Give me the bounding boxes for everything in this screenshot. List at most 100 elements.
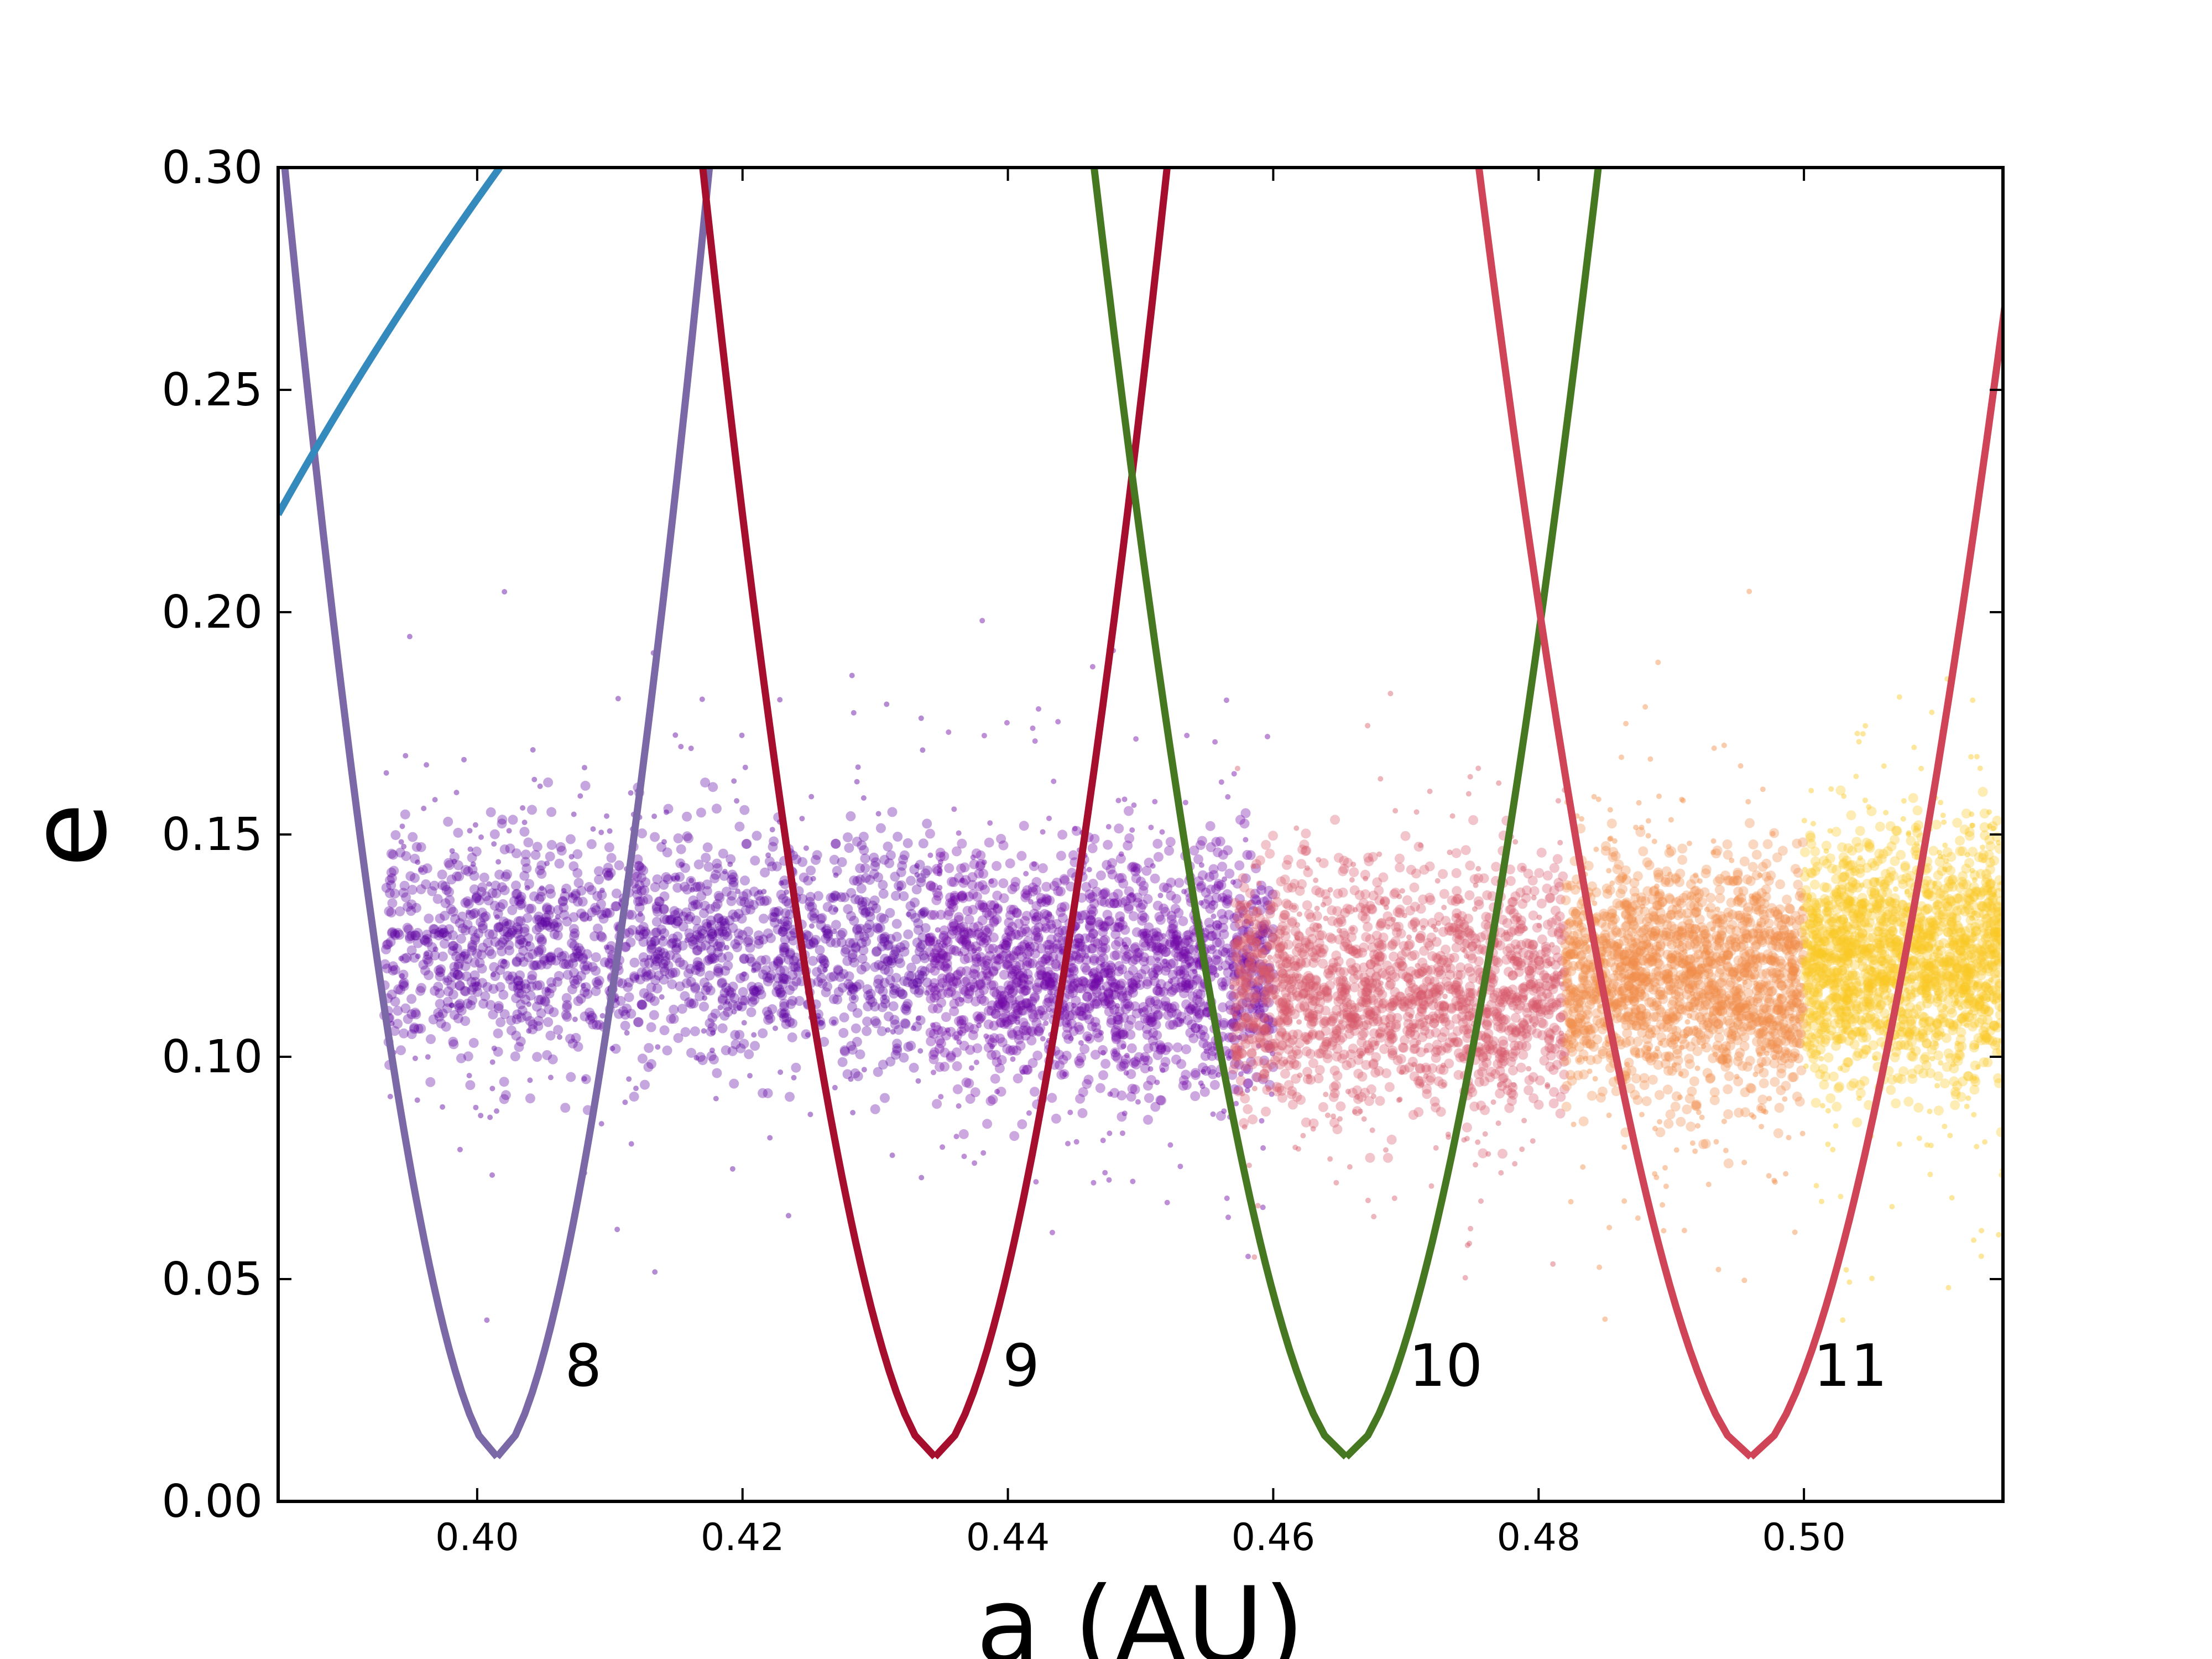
scatter-point <box>1099 889 1110 899</box>
scatter-point <box>516 891 526 902</box>
scatter-point <box>1226 1055 1232 1061</box>
scatter-point <box>1057 913 1068 923</box>
scatter-point <box>577 793 583 799</box>
scatter-point <box>545 884 555 894</box>
scatter-point <box>771 907 781 917</box>
scatter-point <box>590 826 596 832</box>
scatter-point <box>443 816 453 827</box>
scatter-point <box>1121 1110 1128 1117</box>
scatter-point <box>1089 833 1100 844</box>
scatter-point <box>807 1112 813 1118</box>
scatter-point <box>762 1006 773 1017</box>
scatter-point <box>829 854 839 865</box>
scatter-point <box>706 1026 716 1037</box>
scatter-point <box>640 1079 650 1090</box>
scatter-point <box>997 953 1002 959</box>
scatter-point <box>1197 1024 1203 1030</box>
scatter-point <box>911 884 922 895</box>
scatter-point <box>1434 912 1444 922</box>
scatter-point <box>1160 933 1166 939</box>
scatter-point <box>714 938 725 948</box>
scatter-point <box>1542 883 1552 894</box>
scatter-point <box>406 931 417 941</box>
scatter-point <box>457 911 467 922</box>
scatter-point <box>691 915 701 926</box>
scatter-point <box>880 1093 890 1103</box>
scatter-point <box>915 1078 921 1084</box>
scatter-point <box>398 969 409 980</box>
scatter-point <box>1462 1122 1472 1133</box>
scatter-point <box>855 863 865 874</box>
scatter-point <box>972 891 982 902</box>
scatter-point <box>493 909 503 919</box>
scatter-point <box>643 1062 654 1072</box>
scatter-point <box>1027 1005 1033 1011</box>
scatter-point <box>544 987 550 993</box>
scatter-point <box>869 869 879 879</box>
scatter-point <box>1030 725 1036 731</box>
scatter-point <box>651 901 662 912</box>
scatter-point <box>805 1032 811 1038</box>
scatter-point <box>885 1056 896 1067</box>
scatter-point <box>896 867 906 878</box>
scatter-point <box>847 949 858 959</box>
scatter-point <box>965 1094 975 1104</box>
scatter-point <box>582 765 587 771</box>
scatter-point <box>1219 929 1229 940</box>
scatter-point <box>1499 985 1509 996</box>
scatter-point <box>539 885 545 891</box>
scatter-point <box>883 966 894 977</box>
scatter-point <box>765 852 771 858</box>
scatter-point <box>870 857 881 868</box>
scatter-point <box>713 941 723 952</box>
scatter-point <box>816 914 826 924</box>
scatter-point <box>1504 1103 1515 1113</box>
scatter-point <box>1330 815 1340 825</box>
scatter-point <box>805 901 815 912</box>
scatter-point <box>1280 874 1290 885</box>
scatter-point <box>1215 923 1221 929</box>
scatter-point <box>629 1092 639 1102</box>
scatter-point <box>1142 1005 1152 1015</box>
scatter-point <box>1506 1024 1517 1035</box>
scatter-point <box>679 862 685 868</box>
scatter-point <box>767 1135 773 1141</box>
scatter-point <box>844 971 854 982</box>
scatter-point <box>1325 971 1335 981</box>
scatter-point <box>807 956 818 966</box>
scatter-point <box>1209 1079 1220 1090</box>
scatter-point <box>561 888 567 894</box>
scatter-point <box>461 865 471 875</box>
scatter-point <box>614 1227 620 1233</box>
scatter-point <box>508 981 518 992</box>
scatter-point <box>599 957 610 968</box>
scatter-point <box>540 917 550 928</box>
scatter-point <box>1081 945 1091 955</box>
scatter-point <box>1451 868 1462 878</box>
scatter-point <box>548 919 559 929</box>
scatter-point <box>723 1007 733 1017</box>
scatter-point <box>626 1009 637 1019</box>
scatter-point <box>1130 1178 1136 1185</box>
scatter-point <box>1387 1045 1398 1056</box>
scatter-point <box>1361 932 1371 942</box>
scatter-point <box>1172 933 1178 940</box>
scatter-point <box>640 926 650 937</box>
scatter-point <box>1357 1037 1367 1047</box>
scatter-point <box>1155 915 1166 925</box>
scatter-point <box>559 959 569 969</box>
scatter-point <box>499 1077 509 1087</box>
scatter-point <box>739 954 749 964</box>
scatter-point <box>1253 1056 1264 1066</box>
scatter-point <box>1549 1035 1555 1041</box>
scatter-point <box>400 809 410 820</box>
scatter-point <box>667 968 678 978</box>
scatter-point <box>1515 916 1521 922</box>
scatter-point <box>1384 1082 1395 1092</box>
scatter-point <box>1504 967 1514 977</box>
scatter-point <box>1105 824 1112 830</box>
scatter-point <box>706 922 712 928</box>
scatter-point <box>1203 1048 1209 1054</box>
scatter-point <box>1123 1070 1129 1076</box>
scatter-point <box>1365 723 1371 729</box>
